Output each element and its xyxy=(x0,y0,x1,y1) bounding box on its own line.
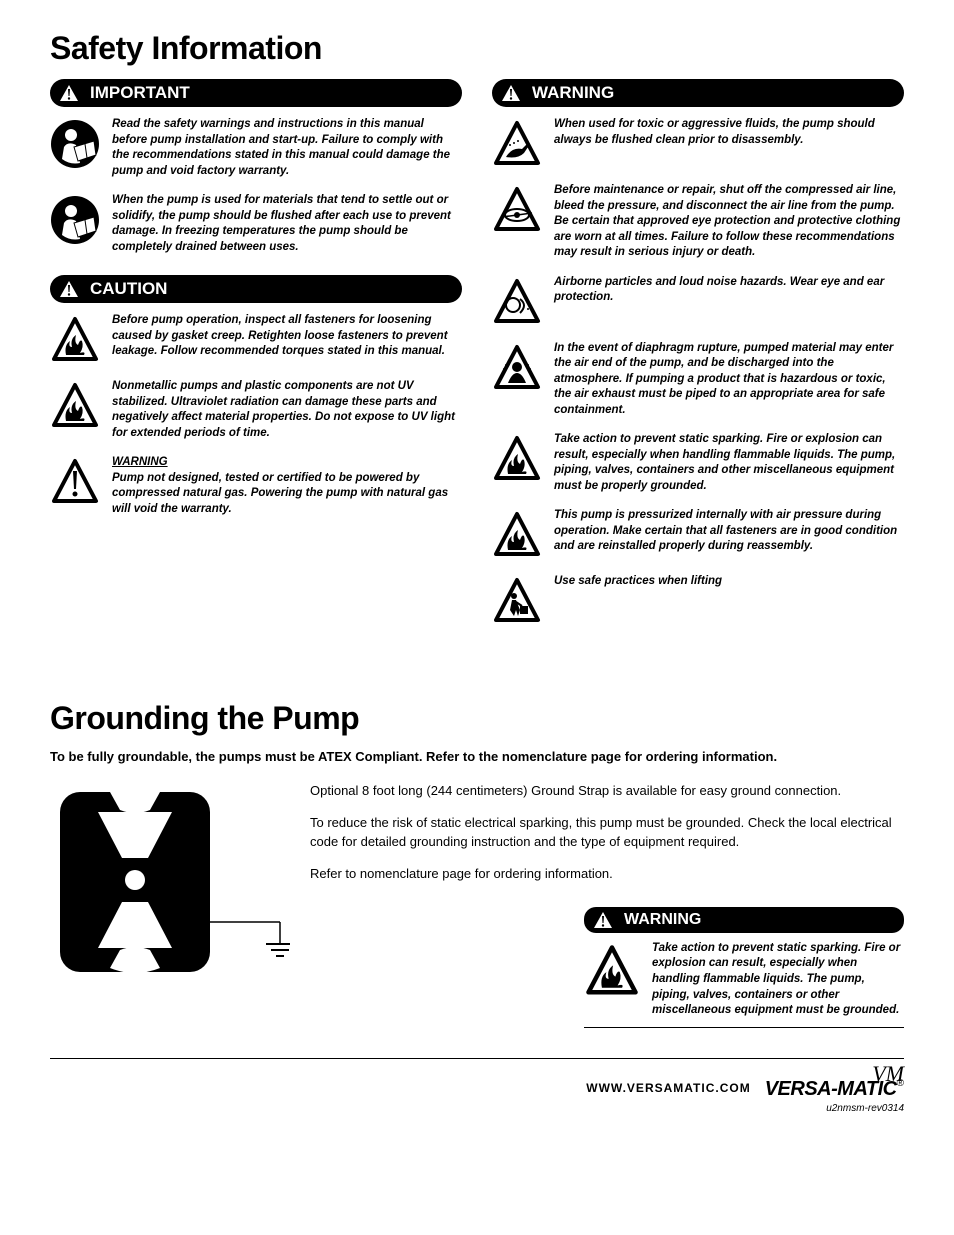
grounding-p3: Refer to nomenclature page for ordering … xyxy=(310,865,904,883)
warning-item-6: This pump is pressurized internally with… xyxy=(492,508,904,560)
read-manual-icon xyxy=(50,195,100,245)
important-banner: IMPORTANT xyxy=(50,79,462,107)
warning-item-2: Before maintenance or repair, shut off t… xyxy=(492,183,904,261)
flush-clean-icon xyxy=(492,119,542,169)
warning-triangle-icon xyxy=(58,279,80,299)
footer-logo-block: VM VERSA-MATIC® u2nmsm-rev0314 xyxy=(765,1065,904,1115)
caution-item-1-text: Before pump operation, inspect all faste… xyxy=(112,313,462,360)
warning-triangle-icon xyxy=(500,83,522,103)
warning-item-1: When used for toxic or aggressive fluids… xyxy=(492,117,904,169)
grounding-subtitle: To be fully groundable, the pumps must b… xyxy=(50,749,904,764)
grounding-section: Grounding the Pump To be fully groundabl… xyxy=(50,700,904,1027)
warning-item-7-text: Use safe practices when lifting xyxy=(554,574,722,590)
right-column: WARNING When used for toxic or aggressiv… xyxy=(492,79,904,640)
footer-url: WWW.VERSAMATIC.COM xyxy=(586,1081,750,1095)
important-item-2-text: When the pump is used for materials that… xyxy=(112,193,462,255)
grounding-p2: To reduce the risk of static electrical … xyxy=(310,814,904,850)
grounding-paragraphs: Optional 8 foot long (244 centimeters) G… xyxy=(310,782,904,897)
grounding-warning-banner: WARNING xyxy=(584,907,904,933)
caution-item-2: Nonmetallic pumps and plastic components… xyxy=(50,379,462,441)
grounding-warning-item: Take action to prevent static sparking. … xyxy=(584,941,904,1019)
caution-item-2-text: Nonmetallic pumps and plastic components… xyxy=(112,379,462,441)
warning-item-4-text: In the event of diaphragm rupture, pumpe… xyxy=(554,341,904,419)
eye-protection-icon xyxy=(492,185,542,235)
ear-protection-icon xyxy=(492,277,542,327)
warning-banner: WARNING xyxy=(492,79,904,107)
grounding-text-column: Optional 8 foot long (244 centimeters) G… xyxy=(310,782,904,1027)
caution-item-1: Before pump operation, inspect all faste… xyxy=(50,313,462,365)
grounding-p1: Optional 8 foot long (244 centimeters) G… xyxy=(310,782,904,800)
page-title-grounding: Grounding the Pump xyxy=(50,700,904,737)
warning-banner-label: WARNING xyxy=(532,83,614,103)
grounding-warning-box: WARNING Take action to prevent static sp… xyxy=(584,907,904,1028)
fire-hazard-icon xyxy=(584,943,640,999)
page-title-safety: Safety Information xyxy=(50,30,904,67)
grounding-warning-text: Take action to prevent static sparking. … xyxy=(652,941,904,1019)
important-item-2: When the pump is used for materials that… xyxy=(50,193,462,255)
caution-banner-label: CAUTION xyxy=(90,279,167,299)
warning-item-2-text: Before maintenance or repair, shut off t… xyxy=(554,183,904,261)
grounding-warning-banner-label: WARNING xyxy=(624,911,701,929)
footer-logo-reg: ® xyxy=(897,1078,904,1089)
caution-item-3-text: WARNING Pump not designed, tested or cer… xyxy=(112,455,462,517)
warning-item-3: Airborne particles and loud noise hazard… xyxy=(492,275,904,327)
fire-hazard-icon xyxy=(492,510,542,560)
lifting-icon xyxy=(492,576,542,626)
caution-item-3: WARNING Pump not designed, tested or cer… xyxy=(50,455,462,517)
important-item-1-text: Read the safety warnings and instruction… xyxy=(112,117,462,179)
fire-hazard-icon xyxy=(50,315,100,365)
caution-warning-sublabel: WARNING xyxy=(112,455,462,471)
warning-item-1-text: When used for toxic or aggressive fluids… xyxy=(554,117,904,148)
footer-revision: u2nmsm-rev0314 xyxy=(765,1103,904,1114)
warning-item-3-text: Airborne particles and loud noise hazard… xyxy=(554,275,904,306)
page-footer: WWW.VERSAMATIC.COM VM VERSA-MATIC® u2nms… xyxy=(50,1058,904,1115)
caution-warning-subtext: Pump not designed, tested or certified t… xyxy=(112,472,448,515)
warning-item-7: Use safe practices when lifting xyxy=(492,574,904,626)
warning-item-4: In the event of diaphragm rupture, pumpe… xyxy=(492,341,904,419)
warning-item-6-text: This pump is pressurized internally with… xyxy=(554,508,904,555)
exclamation-icon xyxy=(50,457,100,507)
warning-triangle-icon xyxy=(58,83,80,103)
grounding-row: Optional 8 foot long (244 centimeters) G… xyxy=(50,782,904,1027)
left-column: IMPORTANT Read the safety warnings and i… xyxy=(50,79,462,640)
warning-triangle-icon xyxy=(592,910,614,930)
important-item-1: Read the safety warnings and instruction… xyxy=(50,117,462,179)
fire-hazard-icon xyxy=(50,381,100,431)
safety-columns: IMPORTANT Read the safety warnings and i… xyxy=(50,79,904,640)
breathing-hazard-icon xyxy=(492,343,542,393)
pump-ground-diagram xyxy=(50,782,290,982)
fire-hazard-icon xyxy=(492,434,542,484)
read-manual-icon xyxy=(50,119,100,169)
footer-logo-brand: VERSA-MATIC xyxy=(765,1078,897,1100)
warning-item-5: Take action to prevent static sparking. … xyxy=(492,432,904,494)
warning-item-5-text: Take action to prevent static sparking. … xyxy=(554,432,904,494)
important-banner-label: IMPORTANT xyxy=(90,83,190,103)
caution-banner: CAUTION xyxy=(50,275,462,303)
